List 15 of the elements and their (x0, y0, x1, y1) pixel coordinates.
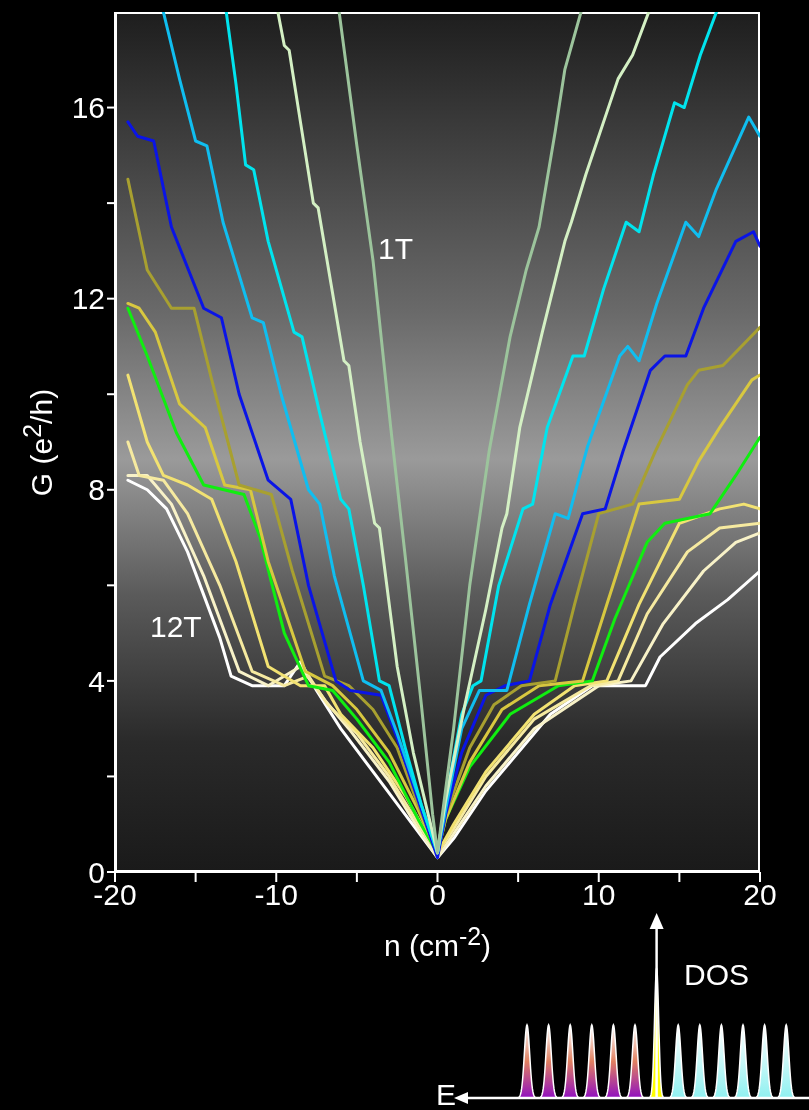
y-tick-label: 16 (71, 91, 105, 125)
line-series (224, 12, 718, 855)
x-axis-title: n (cm$^{-2}$) (383, 922, 492, 962)
text: E (436, 1078, 457, 1110)
annotation: 1T (378, 232, 414, 266)
annotation: 12T (150, 610, 202, 644)
text: DOS (684, 958, 750, 992)
y-tick-label: 12 (71, 282, 105, 316)
y-tick-label: 4 (88, 664, 105, 698)
x-tick-label: -10 (254, 878, 298, 912)
x-tick-label: 20 (743, 878, 777, 912)
x-tick-label: 10 (582, 878, 616, 912)
line-series (337, 12, 583, 855)
y-tick-label: 8 (88, 473, 105, 507)
x-tick-label: 0 (429, 878, 446, 912)
